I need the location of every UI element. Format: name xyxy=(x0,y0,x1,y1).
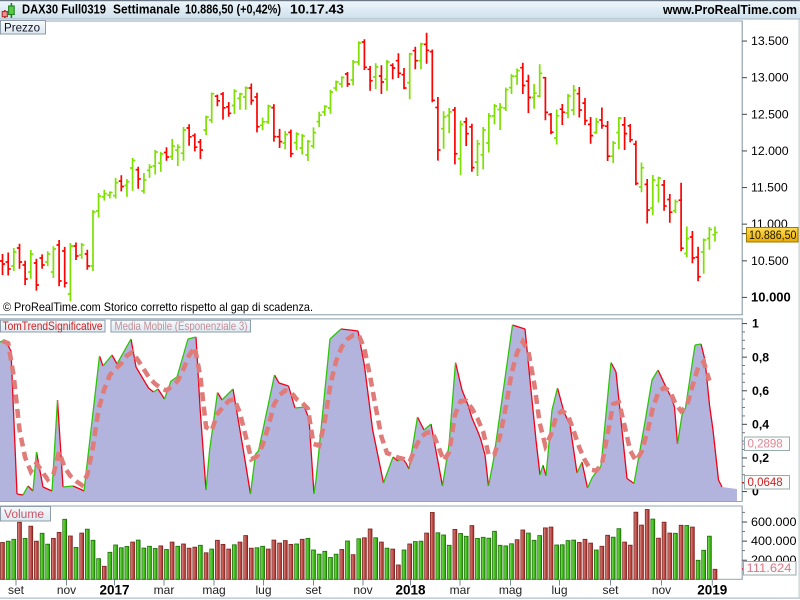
svg-text:mag: mag xyxy=(202,583,225,597)
svg-text:Media Mobile (Esponenziale 3): Media Mobile (Esponenziale 3) xyxy=(115,319,248,333)
svg-text:0,0648: 0,0648 xyxy=(748,477,783,489)
svg-text:set: set xyxy=(8,583,25,597)
svg-text:1: 1 xyxy=(752,317,759,331)
svg-text:12.000: 12.000 xyxy=(751,144,789,158)
svg-text:mag: mag xyxy=(499,583,522,597)
svg-text:© ProRealTime.com Storico cor: © ProRealTime.com Storico corretto rispe… xyxy=(3,300,313,314)
svg-text:0,4: 0,4 xyxy=(752,418,769,432)
svg-text:nov: nov xyxy=(652,583,671,597)
svg-text:nov: nov xyxy=(353,583,372,597)
svg-text:10.500: 10.500 xyxy=(751,254,789,268)
svg-text:mar: mar xyxy=(450,583,471,597)
svg-text:set: set xyxy=(305,583,322,597)
svg-text:0,2: 0,2 xyxy=(752,451,769,465)
svg-text:0,2898: 0,2898 xyxy=(748,439,783,451)
svg-text:2019: 2019 xyxy=(697,583,727,598)
svg-text:10.886,50: 10.886,50 xyxy=(749,228,797,242)
svg-text:mar: mar xyxy=(154,583,175,597)
svg-text:TomTrendSignificative: TomTrendSignificative xyxy=(3,319,103,333)
svg-text:2017: 2017 xyxy=(99,583,129,598)
svg-text:12.500: 12.500 xyxy=(751,107,789,121)
svg-text:11.500: 11.500 xyxy=(751,181,788,195)
svg-text:www.ProRealTime.com: www.ProRealTime.com xyxy=(662,2,797,17)
svg-text:Prezzo: Prezzo xyxy=(4,22,40,34)
svg-text:13.000: 13.000 xyxy=(751,71,789,85)
svg-text:Volume: Volume xyxy=(4,509,44,521)
svg-text:400.000: 400.000 xyxy=(751,534,797,548)
svg-text:0,8: 0,8 xyxy=(752,350,769,364)
svg-text:10.17.43: 10.17.43 xyxy=(290,3,344,17)
svg-text:Settimanale: Settimanale xyxy=(113,3,180,17)
svg-text:2018: 2018 xyxy=(395,583,426,598)
svg-text:10.886,50 (+0,42%): 10.886,50 (+0,42%) xyxy=(185,3,281,17)
svg-text:13.500: 13.500 xyxy=(751,34,789,48)
svg-text:lug: lug xyxy=(551,583,567,597)
svg-text:10.000: 10.000 xyxy=(751,289,791,304)
svg-text:DAX30 Full0319: DAX30 Full0319 xyxy=(22,3,106,17)
svg-text:0: 0 xyxy=(752,485,759,499)
svg-text:111.624: 111.624 xyxy=(747,563,793,575)
svg-text:set: set xyxy=(602,583,619,597)
svg-text:nov: nov xyxy=(57,583,76,597)
svg-text:600.000: 600.000 xyxy=(751,515,797,529)
svg-text:lug: lug xyxy=(255,583,271,597)
svg-text:0,6: 0,6 xyxy=(752,384,769,398)
